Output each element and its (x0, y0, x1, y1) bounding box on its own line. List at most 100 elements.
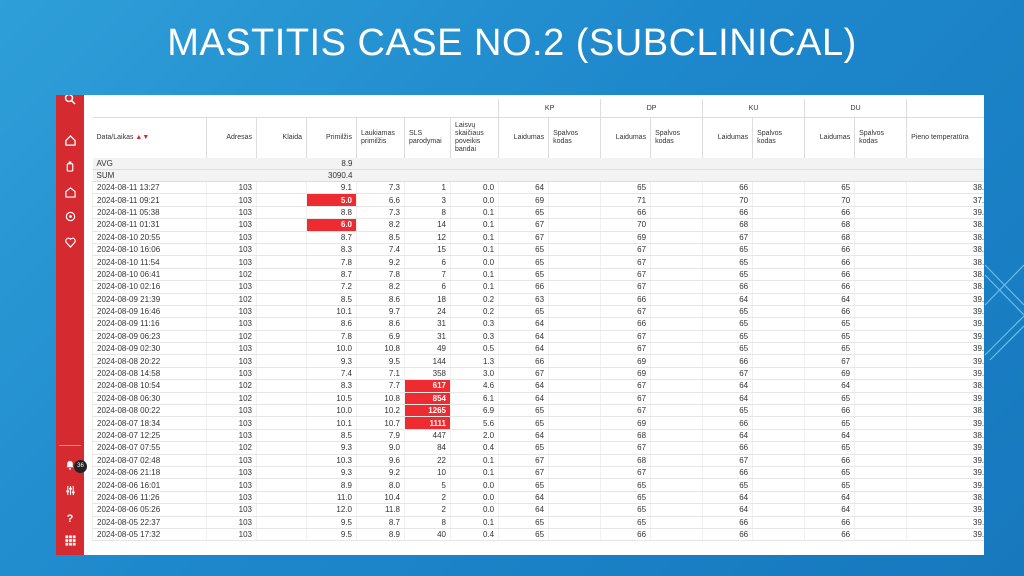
cell-laukiamas: 8.0 (356, 478, 405, 492)
cell-du-laidumas: 66 (804, 528, 855, 542)
table-row[interactable]: 2024-08-10 02:16 103 7.2 8.2 6 0.1 66 67 66 66 38.… (92, 280, 984, 294)
apps-grid-icon[interactable] (56, 535, 84, 551)
col-kp-spalvos[interactable]: Spalvos kodas (548, 117, 601, 158)
cell-dp-spalvos (650, 255, 703, 269)
col-dp-laidumas[interactable]: Laidumas (600, 117, 651, 158)
cell-date: 2024-08-07 02:48 (92, 454, 207, 468)
column-header-row: Data/Laikas ▲▼ Adresas Klaida Primilžis … (93, 117, 984, 158)
table-row[interactable]: 2024-08-06 05:26 103 12.0 11.8 2 0.0 64 65 64 64 3… (92, 503, 984, 517)
table-row[interactable]: 2024-08-10 20:55 103 8.7 8.5 12 0.1 67 69 67 68 38… (92, 231, 984, 244)
col-poveikis[interactable]: Laisvų skaičiaus poveikis bandai (449, 117, 499, 158)
table-row[interactable]: 2024-08-08 00:22 103 10.0 10.2 1265 6.9 65 67 65… (92, 404, 984, 418)
cell-kp-laidumas: 63 (498, 293, 549, 306)
table-row[interactable]: 2024-08-09 11:16 103 8.6 8.6 31 0.3 64 66 65 65 39… (92, 317, 984, 331)
cell-sls: 5 (404, 478, 451, 492)
cell-ku-spalvos (752, 268, 805, 282)
cell-du-spalvos (854, 255, 907, 269)
cell-dp-spalvos (650, 193, 703, 207)
cell-sls: 40 (404, 528, 451, 542)
cell-kp-spalvos (548, 193, 601, 207)
search-icon[interactable] (56, 95, 84, 109)
cell-kp-spalvos (548, 503, 601, 517)
cell-sls: 12 (404, 231, 451, 244)
table-row[interactable]: 2024-08-08 06:30 102 10.5 10.8 854 6.1 64 67 64 6… (92, 392, 984, 406)
cell-du-spalvos (854, 528, 907, 542)
table-row[interactable]: 2024-08-08 14:58 103 7.4 7.1 358 3.0 67 69 67 69 3… (92, 367, 984, 381)
cell-du-spalvos (854, 503, 907, 517)
help-icon[interactable]: ? (66, 513, 74, 525)
cell-du-spalvos (854, 330, 907, 344)
table-row[interactable]: 2024-08-10 16:06 103 8.3 7.4 15 0.1 65 67 65 66 38… (92, 243, 984, 257)
cell-klaida (256, 429, 307, 443)
table-row[interactable]: 2024-08-09 16:46 103 10.1 9.7 24 0.2 65 67 65 66 3… (92, 305, 984, 319)
col-sls[interactable]: SLS parodymai (404, 117, 451, 158)
table-row[interactable]: 2024-08-07 07:55 102 9.3 9.0 84 0.4 65 67 66 65 39… (92, 441, 984, 455)
cell-kp-laidumas: 65 (498, 528, 549, 542)
col-laukiamas[interactable]: Laukiamas primilžis (356, 117, 405, 158)
bell-icon[interactable] (56, 459, 84, 475)
table-row[interactable]: 2024-08-07 02:48 103 10.3 9.6 22 0.1 67 68 67 66 3… (92, 454, 984, 468)
bottle-icon[interactable] (56, 161, 84, 177)
cell-ku-spalvos (752, 293, 805, 306)
table-row[interactable]: 2024-08-09 02:30 103 10.0 10.8 49 0.5 64 67 65 65… (92, 342, 984, 356)
col-ku-laidumas[interactable]: Laidumas (702, 117, 753, 158)
cell-pieno: 39.1 (906, 367, 984, 381)
table-row[interactable]: 2024-08-07 18:34 103 10.1 10.7 1111 5.6 65 69 66… (92, 416, 984, 430)
table-row[interactable]: 2024-08-08 20:22 103 9.3 9.5 144 1.3 66 69 66 67 3… (92, 354, 984, 368)
barn-icon[interactable] (56, 187, 84, 203)
table-row[interactable]: 2024-08-10 06:41 102 8.7 7.8 7 0.1 65 67 65 66 38.… (92, 268, 984, 282)
cell-dp-laidumas: 70 (600, 218, 651, 232)
col-dp-spalvos[interactable]: Spalvos kodas (650, 117, 703, 158)
cell-du-laidumas: 66 (804, 454, 855, 468)
col-klaida[interactable]: Klaida (256, 117, 307, 158)
cell-laukiamas: 8.6 (356, 293, 405, 306)
table-row[interactable]: 2024-08-11 05:38 103 8.8 7.3 8 0.1 65 66 66 66 39.… (92, 206, 984, 220)
col-pieno[interactable]: Pieno temperatūra (906, 117, 984, 158)
cell-date: 2024-08-09 02:30 (92, 342, 207, 356)
cell-kp-laidumas: 64 (498, 429, 549, 443)
table-row[interactable]: 2024-08-09 21:39 102 8.5 8.6 18 0.2 63 66 64 64 39… (92, 293, 984, 306)
table-row[interactable]: 2024-08-10 11:54 103 7.8 9.2 6 0.0 65 67 65 66 38.… (92, 255, 984, 269)
cell-ku-spalvos (752, 181, 805, 195)
col-date[interactable]: Data/Laikas ▲▼ (96, 134, 150, 141)
col-adresas[interactable]: Adresas (206, 117, 257, 158)
sort-icon[interactable]: ▲▼ (135, 134, 150, 141)
sum-row: SUM 3090.4 (92, 169, 984, 182)
table-row[interactable]: 2024-08-11 09:21 103 5.0 6.6 3 0.0 69 71 70 70 37.… (92, 193, 984, 207)
cell-kp-spalvos (548, 218, 601, 232)
col-primilzis[interactable]: Primilžis (306, 117, 357, 158)
table-row[interactable]: 2024-08-11 13:27 103 9.1 7.3 1 0.0 64 65 66 65 38.… (92, 181, 984, 195)
table-row[interactable]: 2024-08-06 11:26 103 11.0 10.4 2 0.0 64 65 64 64 3… (92, 491, 984, 505)
cell-kp-laidumas: 65 (498, 268, 549, 282)
table-row[interactable]: 2024-08-05 22:37 103 9.5 8.7 8 0.1 65 65 66 66 39.… (92, 516, 984, 529)
cell-kp-laidumas: 64 (498, 392, 549, 406)
col-du-spalvos[interactable]: Spalvos kodas (854, 117, 907, 158)
table-row[interactable]: 2024-08-08 10:54 102 8.3 7.7 617 4.6 64 67 64 64 3… (92, 379, 984, 393)
cell-date: 2024-08-11 05:38 (92, 206, 207, 220)
target-icon[interactable] (56, 211, 84, 227)
table-row[interactable]: 2024-08-06 21:18 103 9.3 9.2 10 0.1 67 67 66 65 39… (92, 466, 984, 480)
cell-ku-laidumas: 65 (702, 342, 753, 356)
home-icon[interactable] (56, 135, 84, 151)
cell-du-spalvos (854, 491, 907, 505)
cell-poveikis: 6.9 (449, 404, 499, 418)
cell-ku-laidumas: 64 (702, 293, 753, 306)
cell-klaida (256, 193, 307, 207)
cell-klaida (256, 280, 307, 294)
cell-dp-laidumas: 69 (600, 367, 651, 381)
settings-sliders-icon[interactable] (56, 485, 84, 501)
col-ku-spalvos[interactable]: Spalvos kodas (752, 117, 805, 158)
health-heart-icon[interactable] (56, 237, 84, 253)
cell-dp-laidumas: 66 (600, 206, 651, 220)
table-row[interactable]: 2024-08-09 06:23 102 7.8 6.9 31 0.3 64 67 65 65 39… (92, 330, 984, 344)
cell-sls: 10 (404, 466, 451, 480)
table-row[interactable]: 2024-08-05 17:32 103 9.5 8.9 40 0.4 65 66 66 66 39… (92, 528, 984, 542)
table-row[interactable]: 2024-08-07 12:25 103 8.5 7.9 447 2.0 64 68 64 64 3… (92, 429, 984, 443)
table-row[interactable]: 2024-08-06 16:01 103 8.9 8.0 5 0.0 65 65 65 65 39.… (92, 478, 984, 492)
table-row[interactable]: 2024-08-11 01:31 103 6.0 8.2 14 0.1 67 70 68 68 38… (92, 218, 984, 232)
cell-dp-laidumas: 66 (600, 293, 651, 306)
cell-ku-laidumas: 67 (702, 367, 753, 381)
col-du-laidumas[interactable]: Laidumas (804, 117, 855, 158)
col-kp-laidumas[interactable]: Laidumas (498, 117, 549, 158)
cell-dp-laidumas: 67 (600, 268, 651, 282)
